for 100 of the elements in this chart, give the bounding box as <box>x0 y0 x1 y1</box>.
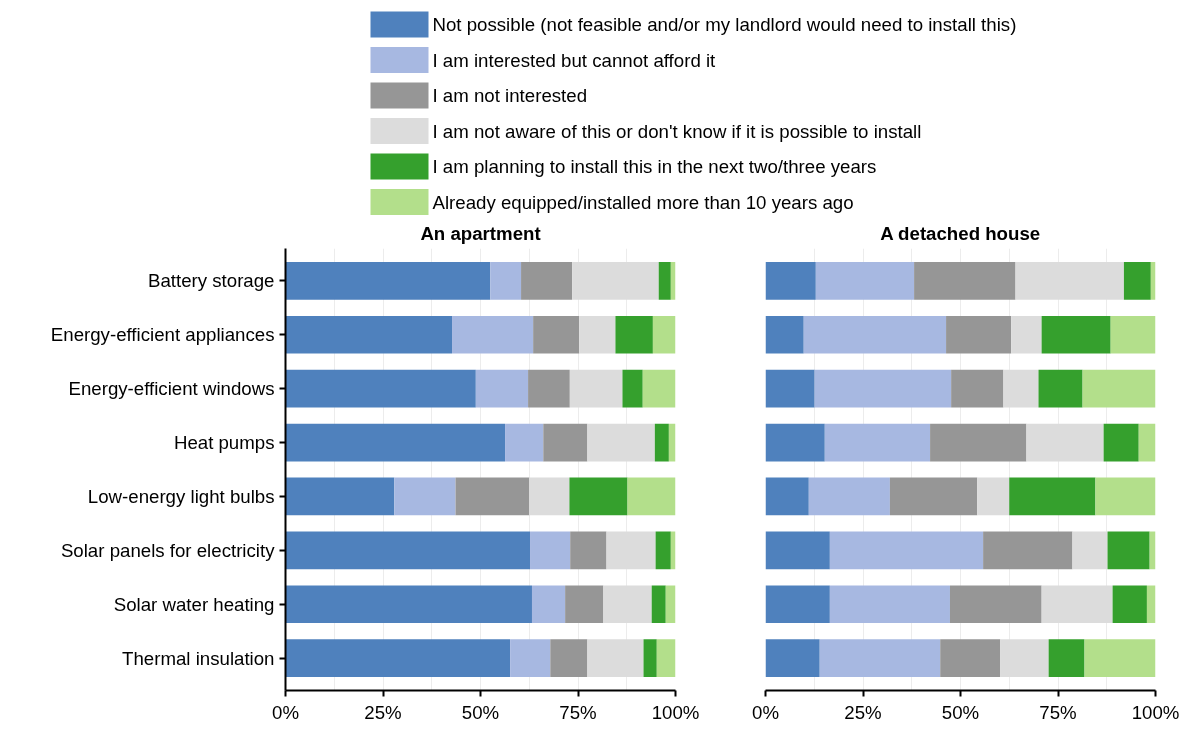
bar <box>505 423 544 462</box>
bar <box>765 477 809 516</box>
x-tick-label: 100% <box>651 701 700 723</box>
bar <box>1038 369 1083 408</box>
bar <box>1011 315 1042 354</box>
bar <box>543 423 588 462</box>
bar <box>1003 369 1039 408</box>
bar <box>510 639 551 678</box>
bar <box>603 585 652 624</box>
bar <box>285 639 511 678</box>
bar <box>572 261 659 300</box>
bar <box>655 531 671 570</box>
bar <box>285 531 531 570</box>
bar <box>1138 423 1156 462</box>
bar <box>285 315 453 354</box>
legend-label: I am not aware of this or don't know if it is possible to install <box>432 120 922 142</box>
bar <box>569 477 628 516</box>
bar <box>765 531 830 570</box>
bar <box>803 315 947 354</box>
x-tick-label: 100% <box>1131 701 1180 723</box>
bar <box>606 531 656 570</box>
bar <box>528 369 570 408</box>
bar <box>656 639 676 678</box>
bar <box>627 477 676 516</box>
bar <box>490 261 522 300</box>
bar <box>643 639 657 678</box>
bar <box>1072 531 1108 570</box>
bar <box>808 477 890 516</box>
bar <box>285 477 395 516</box>
bar <box>765 423 825 462</box>
bar <box>1015 261 1124 300</box>
bar <box>658 261 671 300</box>
bar <box>1084 639 1156 678</box>
bar <box>452 315 534 354</box>
bar <box>930 423 1027 462</box>
bar <box>570 531 607 570</box>
bar <box>615 315 653 354</box>
bar <box>285 261 491 300</box>
bar <box>642 369 676 408</box>
y-tick-label: Heat pumps <box>173 432 275 454</box>
x-tick-label: 25% <box>364 701 402 723</box>
bar <box>1048 639 1085 678</box>
y-tick-label: Low-energy light bulbs <box>87 485 275 507</box>
bar <box>1082 369 1156 408</box>
legend-label: Already equipped/installed more than 10 years ago <box>432 191 854 213</box>
bar <box>622 369 643 408</box>
legend-label: Not possible (not feasible and/or my landlord would need to install this) <box>432 14 1017 35</box>
bar <box>983 531 1073 570</box>
bar <box>977 477 1010 516</box>
bar <box>819 639 941 678</box>
bar <box>829 585 950 624</box>
bar <box>824 423 931 462</box>
bar <box>1041 315 1111 354</box>
bar <box>1123 261 1151 300</box>
bar <box>765 585 830 624</box>
bar <box>815 261 915 300</box>
chart-title: An apartment <box>420 222 541 244</box>
bar <box>949 585 1042 624</box>
bar <box>1146 585 1156 624</box>
bar <box>285 369 476 408</box>
bar <box>765 315 804 354</box>
x-tick-label: 50% <box>461 701 500 723</box>
bar <box>765 369 815 408</box>
bar <box>951 369 1004 408</box>
bar <box>533 315 580 354</box>
bar <box>285 423 506 462</box>
bar <box>1095 477 1156 516</box>
bar <box>1000 639 1049 678</box>
y-tick-label: Thermal insulation <box>122 647 275 669</box>
legend-label: I am not interested <box>432 85 588 106</box>
bar <box>1107 531 1150 570</box>
legend-label: I am planning to install this in the next two/three years <box>432 156 877 177</box>
chart-title: A detached house <box>880 222 1041 244</box>
x-tick-label: 75% <box>1039 701 1077 723</box>
y-tick-label: Energy-efficient windows <box>68 378 275 400</box>
legend-label: I am interested but cannot afford it <box>432 49 717 71</box>
bar <box>1110 315 1156 354</box>
y-tick-label: Battery storage <box>147 270 275 292</box>
bar <box>765 261 816 300</box>
bar <box>530 531 571 570</box>
bar <box>394 477 456 516</box>
x-tick-label: 50% <box>941 701 980 723</box>
y-tick-label: Energy-efficient appliances <box>50 324 275 346</box>
bar <box>569 369 623 408</box>
bar <box>651 585 666 624</box>
bar <box>475 369 529 408</box>
bar <box>946 315 1012 354</box>
bar <box>531 585 566 624</box>
x-tick-label: 0% <box>272 701 299 723</box>
bar <box>1026 423 1104 462</box>
bar <box>829 531 984 570</box>
y-tick-label: Solar panels for electricity <box>60 539 276 561</box>
y-tick-label: Solar water heating <box>113 593 275 615</box>
bar <box>285 585 532 624</box>
bar <box>1041 585 1113 624</box>
bar <box>550 639 588 678</box>
bar <box>1112 585 1147 624</box>
bar <box>579 315 616 354</box>
bar <box>652 315 676 354</box>
bar <box>565 585 604 624</box>
